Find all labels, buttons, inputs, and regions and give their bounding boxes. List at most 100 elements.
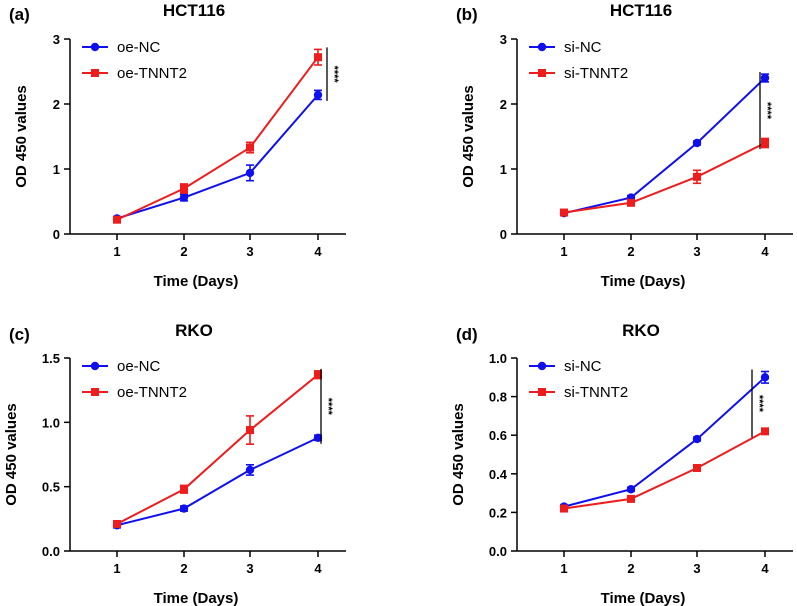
series-si-NC bbox=[559, 73, 770, 218]
y-tick-label: 0.8 bbox=[489, 390, 507, 405]
x-tick-label: 4 bbox=[314, 244, 322, 259]
data-point bbox=[693, 172, 701, 181]
legend-label: si-NC bbox=[564, 358, 602, 375]
legend-label: oe-TNNT2 bbox=[117, 384, 187, 401]
legend-label: si-TNNT2 bbox=[564, 384, 628, 401]
significance-label: **** bbox=[322, 398, 334, 416]
legend-marker bbox=[90, 42, 100, 52]
x-tick-label: 3 bbox=[246, 561, 253, 576]
series-si-TNNT2 bbox=[560, 427, 769, 513]
legend-marker bbox=[91, 69, 99, 77]
series-line bbox=[563, 77, 766, 215]
x-axis-label: Time (Days) bbox=[154, 590, 239, 606]
y-tick-label: 2 bbox=[500, 97, 507, 112]
series-line bbox=[563, 430, 766, 510]
data-point bbox=[761, 427, 769, 436]
legend-marker bbox=[538, 69, 546, 77]
legend-label: oe-TNNT2 bbox=[117, 65, 187, 82]
x-tick-label: 3 bbox=[246, 244, 253, 259]
y-axis-label: OD 450 values bbox=[3, 403, 20, 506]
series-line bbox=[563, 142, 766, 214]
y-tick-label: 0.0 bbox=[42, 544, 60, 559]
legend-marker bbox=[538, 388, 546, 396]
legend-item: oe-NC bbox=[82, 358, 161, 375]
x-tick-label: 1 bbox=[560, 561, 567, 576]
panel-b: (b) HCT116 0 1 2 3 1 2 3 4 Time (Days) OD 450 value… bbox=[456, 1, 793, 290]
significance-label: **** bbox=[328, 66, 340, 84]
chart-title: RKO bbox=[175, 321, 213, 340]
panel-label: (b) bbox=[456, 5, 478, 24]
data-point bbox=[179, 504, 189, 513]
data-point bbox=[245, 465, 255, 475]
data-point bbox=[627, 198, 635, 207]
x-tick-label: 4 bbox=[761, 561, 769, 576]
x-tick-label: 1 bbox=[113, 561, 120, 576]
data-point bbox=[245, 168, 255, 178]
panel-label: (a) bbox=[9, 5, 30, 24]
panel-label: (d) bbox=[456, 325, 478, 344]
x-tick-label: 2 bbox=[627, 561, 634, 576]
legend-item: si-TNNT2 bbox=[529, 65, 628, 82]
y-tick-label: 3 bbox=[53, 32, 60, 47]
y-tick-label: 1 bbox=[53, 162, 60, 177]
legend-label: si-TNNT2 bbox=[564, 65, 628, 82]
data-point bbox=[180, 485, 188, 494]
legend-item: oe-NC bbox=[82, 39, 161, 56]
data-point bbox=[246, 426, 254, 435]
legend-marker bbox=[537, 42, 547, 52]
data-point bbox=[314, 53, 322, 62]
y-tick-label: 1.0 bbox=[489, 351, 507, 366]
x-tick-label: 1 bbox=[113, 244, 120, 259]
y-tick-label: 0 bbox=[500, 227, 507, 242]
series-line bbox=[563, 376, 766, 508]
legend-marker bbox=[91, 388, 99, 396]
x-tick-label: 2 bbox=[627, 244, 634, 259]
y-tick-label: 0.6 bbox=[489, 428, 507, 443]
series-line bbox=[116, 56, 319, 221]
panel-c: (c) RKO 0.0 0.5 1.0 1.5 1 2 3 4 Time (Days) OD 450 … bbox=[3, 321, 346, 606]
y-axis-label: OD 450 values bbox=[460, 85, 477, 188]
series-line bbox=[116, 436, 319, 527]
x-axis-label: Time (Days) bbox=[154, 273, 239, 290]
data-point bbox=[113, 519, 121, 528]
data-point bbox=[246, 143, 254, 152]
y-tick-label: 0.5 bbox=[42, 480, 60, 495]
data-point bbox=[179, 193, 189, 202]
chart-title: HCT116 bbox=[163, 1, 225, 20]
legend-marker bbox=[90, 361, 100, 371]
data-point bbox=[692, 138, 702, 148]
data-point bbox=[560, 208, 568, 217]
series-oe-NC bbox=[112, 433, 323, 530]
data-point bbox=[627, 494, 635, 503]
series-oe-TNNT2 bbox=[113, 48, 322, 224]
legend-label: oe-NC bbox=[117, 358, 161, 375]
series-line bbox=[116, 94, 319, 220]
x-tick-label: 3 bbox=[693, 561, 700, 576]
y-tick-label: 3 bbox=[500, 32, 507, 47]
x-tick-label: 4 bbox=[314, 561, 322, 576]
y-tick-label: 1.5 bbox=[42, 351, 60, 366]
x-tick-label: 2 bbox=[180, 244, 187, 259]
data-point bbox=[313, 433, 323, 442]
significance-label: **** bbox=[753, 395, 765, 413]
x-tick-label: 3 bbox=[693, 244, 700, 259]
significance-label: **** bbox=[761, 102, 773, 120]
data-point bbox=[314, 370, 322, 379]
x-tick-label: 4 bbox=[761, 244, 769, 259]
legend-item: oe-TNNT2 bbox=[82, 384, 187, 401]
y-axis-label: OD 450 values bbox=[13, 85, 30, 188]
y-tick-label: 0.2 bbox=[489, 505, 507, 520]
legend-item: oe-TNNT2 bbox=[82, 65, 187, 82]
y-tick-label: 2 bbox=[53, 97, 60, 112]
panel-d: (d) RKO 0.0 0.2 0.4 0.6 0.8 1.0 1 2 3 4 Time (Days) O… bbox=[450, 321, 793, 606]
y-tick-label: 0 bbox=[53, 227, 60, 242]
panel-a: (a) HCT116 0 1 2 3 1 2 3 4 Time (Days) OD 450 value… bbox=[9, 1, 346, 290]
data-point bbox=[760, 373, 770, 382]
y-tick-label: 0.0 bbox=[489, 544, 507, 559]
x-tick-label: 2 bbox=[180, 561, 187, 576]
y-tick-label: 1.0 bbox=[42, 415, 60, 430]
panel-label: (c) bbox=[9, 325, 30, 344]
data-point bbox=[692, 434, 702, 444]
y-axis-label: OD 450 values bbox=[450, 403, 467, 506]
